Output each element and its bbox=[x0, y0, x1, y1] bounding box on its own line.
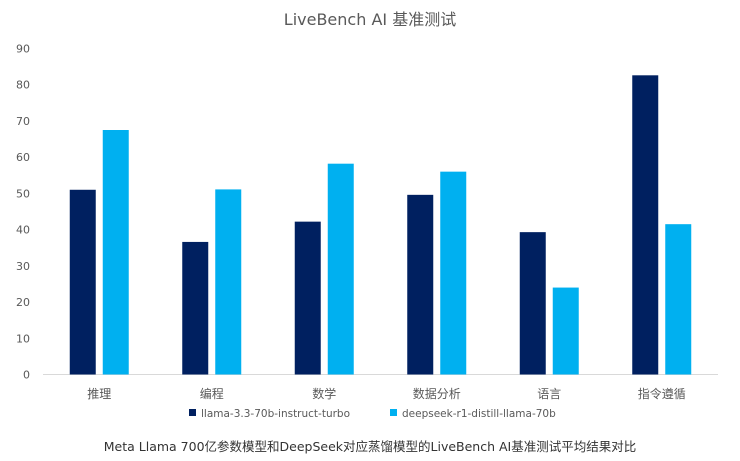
bar-2-3 bbox=[327, 163, 354, 375]
bar-2-4 bbox=[440, 171, 467, 375]
y-tick-label: 0 bbox=[23, 369, 30, 382]
y-tick-label: 80 bbox=[16, 79, 30, 92]
x-tick-label: 数据分析 bbox=[413, 386, 461, 401]
bar-2-6 bbox=[665, 224, 692, 375]
legend-swatch bbox=[390, 409, 397, 416]
legend-label: deepseek-r1-distill-llama-70b bbox=[402, 408, 556, 420]
x-tick-label: 指令遵循 bbox=[638, 386, 686, 401]
figure-caption: Meta Llama 700亿参数模型和DeepSeek对应蒸馏模型的LiveB… bbox=[103, 439, 637, 454]
x-tick-label: 编程 bbox=[200, 386, 224, 401]
x-tick-label: 语言 bbox=[537, 387, 561, 401]
y-tick-label: 60 bbox=[16, 151, 30, 164]
bar-2-2 bbox=[215, 189, 242, 375]
bar-1-4 bbox=[407, 194, 434, 375]
x-axis: 推理 编程 数学 数据分析 语言 指令遵循 bbox=[43, 374, 718, 401]
bar-1-6 bbox=[632, 75, 659, 375]
x-tick-label: 数学 bbox=[312, 386, 336, 401]
bar-1-5 bbox=[519, 232, 546, 375]
bars bbox=[69, 75, 692, 375]
legend-label: llama-3.3-70b-instruct-turbo bbox=[201, 408, 350, 420]
y-tick-label: 90 bbox=[16, 43, 30, 56]
y-tick-label: 30 bbox=[16, 260, 30, 273]
legend-swatch bbox=[189, 409, 196, 416]
x-tick-label: 推理 bbox=[87, 387, 111, 401]
y-tick-label: 10 bbox=[16, 332, 30, 345]
y-tick-label: 70 bbox=[16, 115, 30, 128]
bar-2-1 bbox=[102, 130, 129, 375]
bar-1-1 bbox=[69, 189, 96, 375]
y-tick-label: 20 bbox=[16, 296, 30, 309]
chart-title: LiveBench AI 基准测试 bbox=[284, 10, 456, 29]
bar-1-2 bbox=[182, 241, 209, 375]
bar-2-5 bbox=[552, 287, 579, 375]
legend: llama-3.3-70b-instruct-turbo deepseek-r1-… bbox=[189, 408, 556, 420]
y-tick-label: 50 bbox=[16, 187, 30, 200]
y-tick-label: 40 bbox=[16, 224, 30, 237]
bar-chart: LiveBench AI 基准测试 0 10 20 30 40 50 60 70 80 90 推理… bbox=[16, 10, 718, 420]
y-axis: 0 10 20 30 40 50 60 70 80 90 bbox=[16, 43, 30, 382]
bar-1-3 bbox=[294, 221, 321, 375]
